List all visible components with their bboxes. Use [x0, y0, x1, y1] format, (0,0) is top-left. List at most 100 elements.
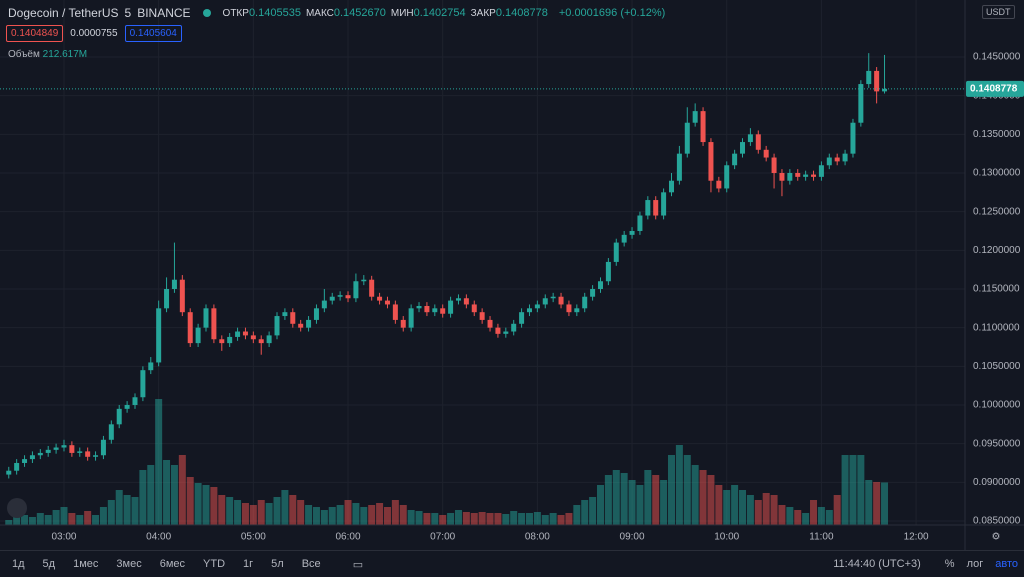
- volume-bar: [210, 487, 218, 525]
- volume-bar: [447, 513, 455, 525]
- range-button[interactable]: Все: [301, 558, 321, 570]
- ohlc-value: 0.1452670: [333, 7, 386, 19]
- range-button[interactable]: 5л: [271, 558, 284, 570]
- clock: 11:44:40 (UTC+3): [833, 558, 921, 570]
- candle-body: [763, 149, 769, 158]
- range-button[interactable]: 1д: [12, 558, 25, 570]
- volume-bar: [660, 480, 668, 525]
- range-button[interactable]: 1г: [243, 558, 254, 570]
- candle-body: [708, 142, 714, 181]
- volume-bar: [675, 445, 683, 525]
- range-button[interactable]: 1мес: [73, 558, 99, 570]
- candle-body: [203, 308, 209, 328]
- x-tick-label: 10:00: [714, 532, 739, 543]
- candle-body: [605, 261, 611, 282]
- candle-body: [882, 88, 888, 92]
- volume-bar: [541, 515, 549, 525]
- volume-bar: [155, 399, 163, 525]
- volume-bar: [44, 515, 52, 525]
- ohlc-label: МАКС: [305, 8, 334, 19]
- ask[interactable]: 0.1405604: [124, 25, 182, 42]
- y-tick-label: 0.1300000: [973, 168, 1021, 179]
- candle-body: [306, 319, 312, 328]
- volume-bar: [620, 473, 628, 525]
- candle-body: [432, 308, 438, 313]
- x-tick-label: 05:00: [241, 532, 266, 543]
- volume-bar: [486, 513, 494, 525]
- volume-bar: [265, 503, 273, 525]
- volume-bar: [510, 511, 518, 525]
- volume-bar: [707, 475, 715, 525]
- candle-body: [274, 316, 280, 336]
- range-button[interactable]: 6мес: [159, 558, 186, 570]
- symbol[interactable]: Dogecoin / TetherUS: [8, 6, 119, 20]
- y-tick-label: 0.1000000: [973, 400, 1021, 411]
- candle-body: [77, 451, 83, 453]
- volume-bar: [857, 455, 865, 525]
- candle-body: [416, 305, 422, 309]
- calendar-icon[interactable]: ▭: [352, 558, 364, 571]
- volume-bar: [612, 470, 620, 525]
- volume-bar: [376, 503, 384, 525]
- candle-body: [219, 339, 225, 344]
- volume-bar: [754, 500, 762, 525]
- log[interactable]: лог: [966, 558, 984, 570]
- candle-body: [629, 230, 635, 235]
- candle-body: [692, 111, 698, 123]
- auto[interactable]: авто: [995, 558, 1018, 570]
- volume-bar: [731, 485, 739, 525]
- candle-body: [440, 308, 446, 314]
- candle-body: [471, 304, 477, 313]
- settings-icon: ⚙: [992, 532, 1001, 543]
- candle-body: [668, 180, 674, 193]
- candle-body: [732, 153, 738, 166]
- candle-body: [345, 295, 351, 299]
- currency[interactable]: USDT: [982, 5, 1015, 19]
- volume-bar: [241, 503, 249, 525]
- volume-bar: [36, 513, 44, 525]
- volume-bar: [76, 515, 84, 525]
- candle-body: [116, 408, 122, 425]
- range-button[interactable]: 3мес: [116, 558, 142, 570]
- candle-body: [479, 312, 485, 320]
- volume-bar: [423, 513, 431, 525]
- x-tick-label: 11:00: [809, 532, 834, 543]
- candle-body: [22, 459, 28, 463]
- candle-body: [85, 451, 91, 457]
- percent[interactable]: %: [944, 558, 955, 570]
- volume-bar: [320, 510, 328, 525]
- candle-body: [503, 331, 509, 334]
- volume-bar: [249, 505, 257, 525]
- volume-bar: [336, 505, 344, 525]
- candle-body: [550, 296, 556, 299]
- volume-bar: [218, 495, 226, 525]
- volume-bar: [715, 485, 723, 525]
- volume-bar: [589, 497, 597, 525]
- volume-bar: [131, 497, 139, 525]
- candle-body: [377, 296, 383, 301]
- candle-body: [171, 279, 177, 289]
- candle-body: [811, 174, 817, 177]
- candle-body: [574, 308, 580, 313]
- candle-body: [771, 157, 777, 173]
- volume-bar: [533, 512, 541, 525]
- candle-body: [455, 298, 461, 301]
- volume-bar: [786, 507, 794, 525]
- interval[interactable]: 5: [124, 6, 132, 20]
- bid[interactable]: 0.1404849: [6, 25, 64, 42]
- candle-body: [53, 447, 59, 450]
- volume-bar: [234, 500, 242, 525]
- candle-body: [392, 304, 398, 320]
- volume-bar: [60, 507, 68, 525]
- range-button[interactable]: 5д: [42, 558, 56, 570]
- volume-bar: [170, 465, 178, 525]
- range-button[interactable]: YTD: [203, 558, 226, 570]
- candle-body: [747, 134, 753, 143]
- volume-bar: [123, 495, 131, 525]
- price-label-box: [966, 80, 1024, 97]
- candle-body: [211, 308, 217, 340]
- volume-bar: [92, 515, 100, 525]
- volume-bar: [163, 460, 171, 525]
- volume-bar: [68, 513, 76, 525]
